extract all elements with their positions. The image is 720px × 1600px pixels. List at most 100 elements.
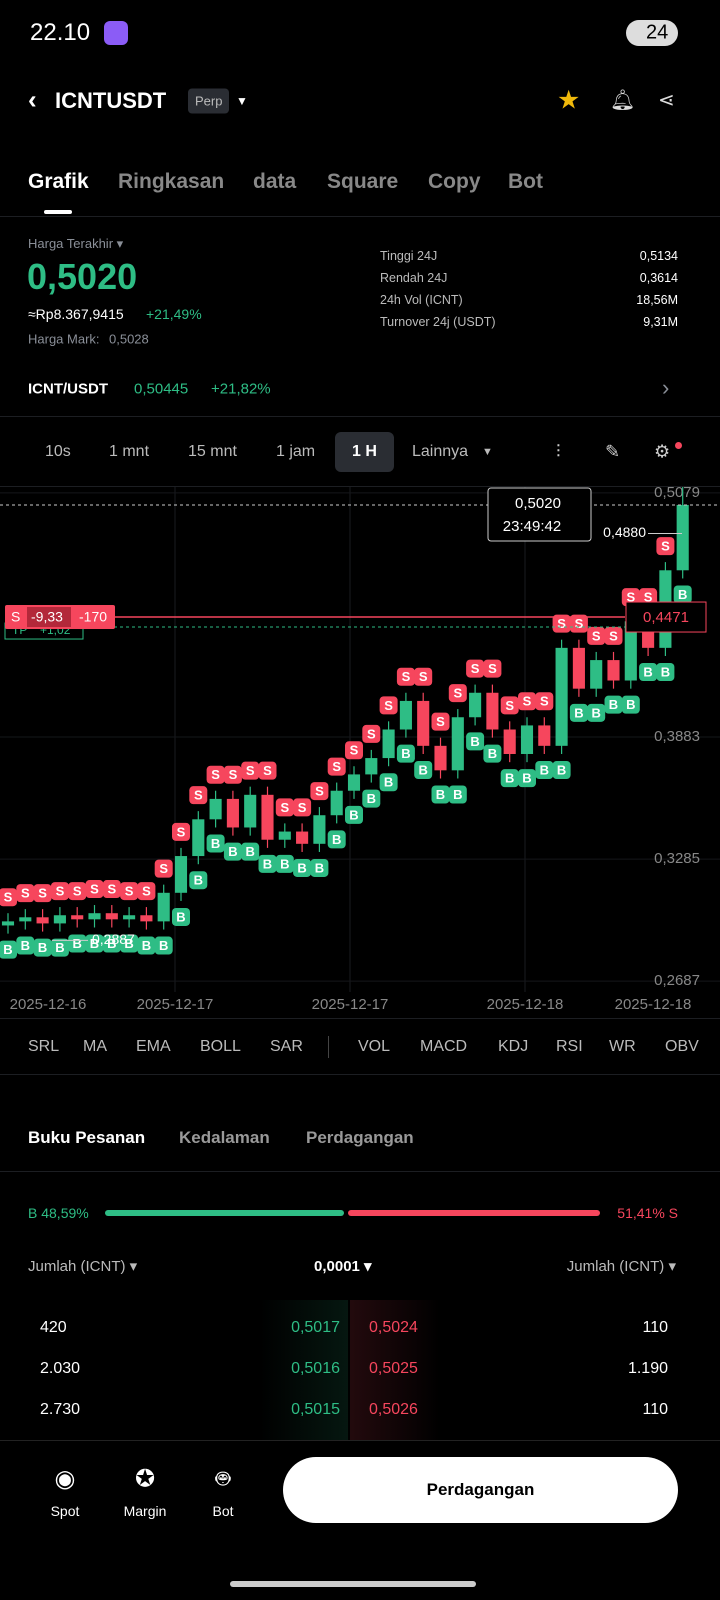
indicator[interactable]: MA bbox=[83, 1038, 107, 1055]
tab[interactable]: Copy bbox=[428, 170, 481, 193]
candle-body bbox=[520, 725, 534, 754]
interval[interactable]: Lainnya bbox=[412, 443, 469, 460]
precision[interactable]: 0,0001 ▾ bbox=[314, 1258, 372, 1275]
signal-badge bbox=[379, 696, 398, 715]
position-price: 0,4471 bbox=[643, 609, 689, 626]
signal-label: B bbox=[436, 787, 445, 802]
alert[interactable]: 🔔︎ bbox=[610, 89, 636, 112]
signal-badge bbox=[587, 626, 606, 645]
indicator[interactable]: RSI bbox=[556, 1038, 583, 1055]
interval[interactable]: 10s bbox=[45, 443, 71, 460]
signal-label: B bbox=[540, 762, 549, 777]
signal-badge bbox=[223, 842, 242, 861]
indicator[interactable]: BOLL bbox=[200, 1038, 241, 1055]
buy-ratio bbox=[105, 1210, 344, 1216]
candle-body bbox=[676, 504, 689, 571]
chevron[interactable]: › bbox=[662, 375, 670, 400]
nav-label[interactable]: Margin bbox=[123, 1503, 167, 1519]
signal-label: B bbox=[280, 856, 289, 871]
signal-label: B bbox=[21, 938, 30, 953]
candle-body bbox=[382, 729, 395, 759]
draw-tool[interactable]: ✎ bbox=[605, 441, 621, 462]
candle-body bbox=[244, 794, 257, 828]
candle-body bbox=[123, 915, 136, 920]
indicator[interactable]: SAR bbox=[270, 1038, 303, 1055]
tab[interactable]: Ringkasan bbox=[118, 170, 225, 193]
nav-icon[interactable]: 🤖︎ bbox=[215, 1465, 231, 1493]
indicator[interactable]: OBV bbox=[665, 1038, 699, 1055]
signal-badge bbox=[639, 663, 658, 682]
candle-body bbox=[1, 921, 15, 926]
favorite[interactable]: ★ bbox=[557, 84, 581, 115]
y-tick-label: 0,3883 bbox=[654, 728, 700, 745]
signal-label: B bbox=[194, 873, 203, 888]
divider bbox=[0, 1440, 720, 1441]
ask-qty: 1.190 bbox=[627, 1360, 668, 1377]
indicator[interactable]: MACD bbox=[420, 1038, 468, 1055]
signal-badge bbox=[33, 938, 52, 957]
signal-badge bbox=[85, 934, 104, 953]
stat-value: 9,31M bbox=[643, 315, 678, 329]
col-right-text: Jumlah (ICNT) bbox=[566, 1258, 665, 1275]
tab[interactable]: data bbox=[253, 170, 297, 193]
spot-change: +21,82% bbox=[211, 380, 271, 398]
signal-label: B bbox=[90, 936, 99, 951]
tab[interactable]: Grafik bbox=[28, 170, 89, 193]
ratio-bar bbox=[105, 1210, 600, 1216]
candle-body bbox=[347, 774, 361, 791]
spot-pair[interactable]: ICNT/USDT bbox=[28, 380, 108, 398]
indicator-tool[interactable]: ⫶ bbox=[556, 441, 561, 462]
interval[interactable]: 1 H bbox=[352, 443, 377, 460]
signal-badge bbox=[241, 761, 260, 780]
signal-label: B bbox=[661, 664, 670, 679]
share[interactable]: ⋖ bbox=[658, 89, 675, 112]
signal-badge bbox=[241, 842, 260, 861]
nav-icon[interactable]: ◉ bbox=[54, 1465, 76, 1493]
ask-price: 0,5025 bbox=[369, 1360, 418, 1377]
book-tab[interactable]: Perdagangan bbox=[306, 1128, 414, 1147]
signal-badge bbox=[431, 785, 450, 804]
indicator[interactable]: VOL bbox=[358, 1038, 391, 1055]
book-tab[interactable]: Buku Pesanan bbox=[28, 1128, 146, 1147]
nav-label[interactable]: Bot bbox=[212, 1503, 234, 1519]
mark-price: 0,5028 bbox=[109, 331, 149, 347]
ask-depth bbox=[350, 1300, 440, 1440]
signal-badge bbox=[569, 703, 588, 722]
dropdown[interactable]: ▼ bbox=[236, 94, 248, 108]
ask-qty: 110 bbox=[642, 1401, 668, 1418]
signal-badge bbox=[206, 765, 225, 784]
y-tick-label: 0,2687 bbox=[654, 972, 700, 989]
signal-label: S bbox=[540, 694, 549, 709]
candle-body bbox=[607, 660, 620, 681]
spot-price: 0,50445 bbox=[134, 380, 189, 398]
indicator[interactable]: KDJ bbox=[498, 1038, 529, 1055]
signal-badge bbox=[172, 907, 190, 926]
interval[interactable]: 15 mnt bbox=[188, 443, 237, 460]
back-button[interactable]: ‹ bbox=[28, 84, 37, 115]
candle-body bbox=[572, 647, 585, 689]
interval[interactable]: 1 mnt bbox=[109, 443, 150, 460]
signal-badge bbox=[604, 695, 623, 714]
trade-button[interactable] bbox=[283, 1457, 678, 1523]
book-tab[interactable]: Kedalaman bbox=[179, 1128, 270, 1147]
indicator[interactable]: SRL bbox=[28, 1038, 60, 1055]
tab[interactable]: Bot bbox=[508, 170, 543, 193]
signal-label: B bbox=[246, 844, 255, 859]
nav-icon[interactable]: ✪ bbox=[134, 1465, 156, 1493]
signal-label: S bbox=[194, 788, 203, 803]
indicator[interactable]: WR bbox=[609, 1038, 636, 1055]
tab[interactable]: Square bbox=[327, 170, 399, 193]
last-price: 0,5020 bbox=[27, 256, 138, 297]
signal-label: S bbox=[73, 884, 82, 899]
interval-selected bbox=[335, 432, 394, 472]
signal-label: B bbox=[557, 762, 566, 777]
interval[interactable]: 1 jam bbox=[276, 443, 316, 460]
nav-label[interactable]: Spot bbox=[50, 1503, 80, 1519]
signal-badge bbox=[673, 585, 692, 604]
indicator[interactable]: EMA bbox=[136, 1038, 171, 1055]
signal-badge bbox=[68, 934, 87, 953]
candlestick-chart[interactable]: 0,5079 0,3883 0,3285 0,2687 2025-12-16 2025-1… bbox=[0, 487, 720, 1017]
symbol[interactable]: ICNTUSDT bbox=[55, 88, 167, 113]
settings[interactable]: ⚙ bbox=[654, 441, 671, 462]
signal-badge bbox=[258, 761, 277, 780]
